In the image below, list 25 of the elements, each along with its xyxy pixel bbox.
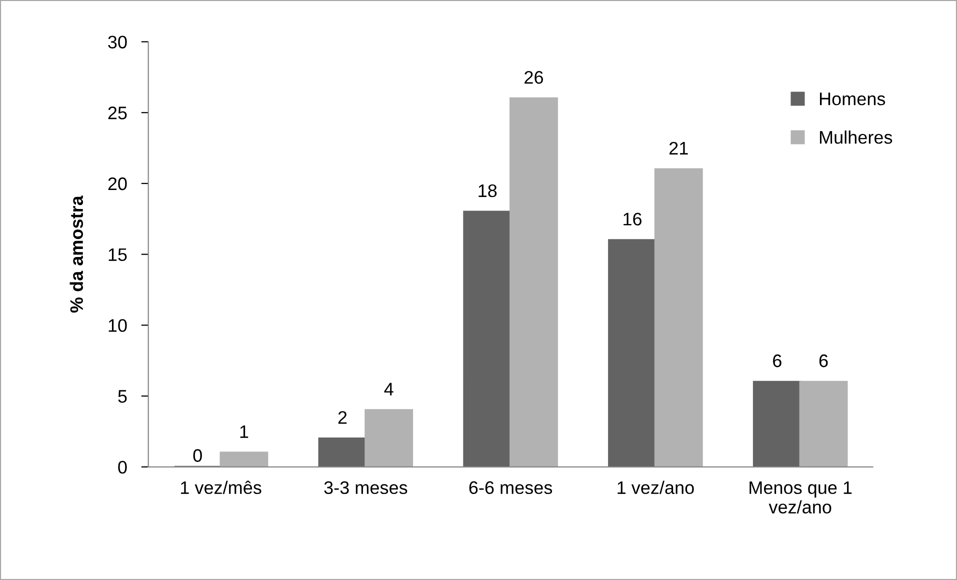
data-label: 2 — [338, 411, 347, 424]
data-label: 6 — [773, 354, 782, 368]
y-tick-label: 25 — [108, 106, 127, 120]
y-axis-title: % da amostra — [70, 196, 84, 313]
legend-label: Mulheres — [820, 130, 892, 144]
data-label: 1 — [240, 425, 248, 438]
data-label: 26 — [524, 70, 543, 84]
y-tick-label: 30 — [108, 36, 127, 48]
data-label: 4 — [384, 382, 394, 396]
y-tick-label: 15 — [108, 248, 127, 262]
x-tick-label: Menos que 1 vez/ano — [750, 481, 852, 514]
y-tick-label: 20 — [108, 177, 127, 190]
y-tick-label: 0 — [118, 460, 127, 474]
legend-label: Homens — [820, 92, 886, 106]
y-tick-label: 10 — [108, 319, 127, 332]
data-label: 0 — [193, 449, 202, 462]
data-label: 21 — [670, 142, 688, 154]
x-tick-label: 3-3 meses — [324, 481, 408, 494]
y-tick-label: 5 — [118, 390, 127, 403]
x-tick-label: 1 vez/mês — [181, 480, 262, 494]
data-label: 18 — [478, 184, 497, 198]
x-tick-label: 1 vez/ano — [618, 480, 694, 494]
data-label: 16 — [624, 212, 642, 226]
data-label: 6 — [819, 354, 828, 368]
x-tick-label: 6-6 meses — [469, 481, 552, 494]
